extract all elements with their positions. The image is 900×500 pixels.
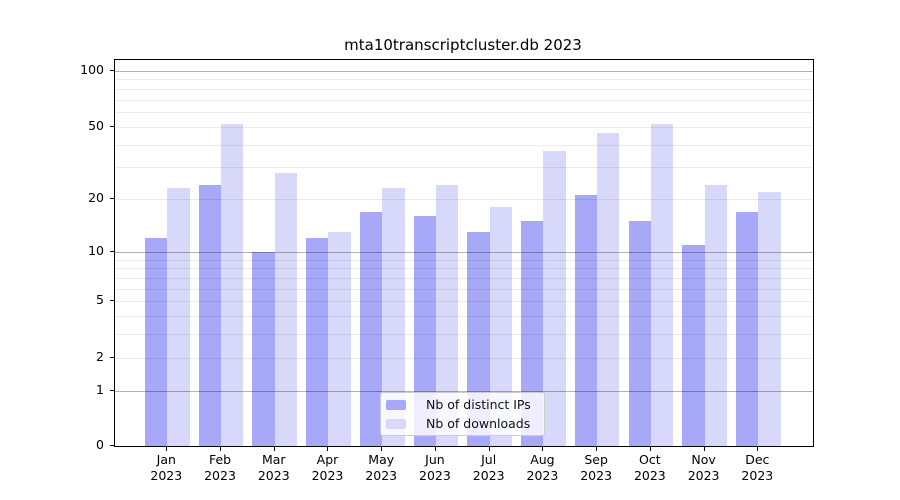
bar-ips-jan — [145, 238, 168, 446]
bar-downloads-aug — [543, 150, 566, 446]
gridline-80 — [115, 88, 813, 90]
x-tick-jul — [488, 446, 490, 451]
x-tick-label-oct: Oct 2023 — [633, 452, 666, 483]
bar-ips-mar — [252, 251, 275, 446]
legend-label-downloads: Nb of downloads — [426, 416, 531, 431]
bar-ips-oct — [628, 221, 651, 446]
bar-ips-aug — [521, 221, 544, 446]
bar-downloads-jun — [435, 184, 459, 446]
x-tick-label-jan: Jan 2023 — [150, 452, 183, 483]
x-tick-label-jun: Jun 2023 — [419, 452, 451, 483]
x-tick-apr — [327, 446, 329, 451]
x-tick-label-jul: Jul 2023 — [472, 452, 505, 483]
gridline-4 — [115, 316, 813, 318]
x-tick-dec — [757, 446, 759, 451]
gridline-60 — [115, 112, 813, 114]
x-tick-may — [381, 446, 383, 451]
gridline-90 — [115, 79, 813, 81]
bar-downloads-jul — [489, 207, 512, 446]
gridline-10 — [115, 251, 813, 253]
gridline-40 — [115, 144, 813, 146]
x-tick-label-sep: Sep 2023 — [580, 452, 613, 483]
y-tick-label-1: 1 — [96, 382, 104, 398]
x-tick-aug — [542, 446, 544, 451]
gridline-8 — [115, 268, 813, 270]
x-tick-jan — [166, 446, 168, 451]
bar-downloads-oct — [650, 123, 674, 446]
y-tick-50 — [110, 125, 115, 127]
gridline-2 — [115, 357, 813, 359]
y-tick-label-2: 2 — [96, 348, 104, 364]
y-tick-0 — [110, 445, 115, 446]
bar-downloads-feb — [221, 123, 244, 446]
bar-ips-may — [359, 211, 383, 446]
plot-area — [114, 59, 814, 447]
bar-downloads-nov — [704, 184, 727, 446]
y-tick-100 — [110, 69, 115, 71]
gridline-70 — [115, 99, 813, 101]
bar-downloads-dec — [758, 191, 781, 446]
bar-ips-feb — [198, 184, 222, 446]
y-tick-label-20: 20 — [88, 190, 104, 206]
gridline-20 — [115, 199, 813, 201]
x-tick-feb — [220, 446, 222, 451]
x-tick-label-apr: Apr 2023 — [311, 452, 344, 483]
y-tick-1 — [110, 390, 115, 392]
y-tick-label-0: 0 — [96, 437, 104, 452]
legend-item-distinct-ips: Nb of distinct IPs — [386, 397, 544, 412]
bar-downloads-may — [382, 188, 405, 446]
y-tick-label-100: 100 — [80, 61, 104, 77]
x-tick-mar — [273, 446, 275, 451]
y-tick-5 — [110, 300, 115, 302]
x-tick-nov — [703, 446, 705, 451]
gridline-50 — [115, 126, 813, 128]
bar-ips-dec — [736, 211, 759, 446]
gridline-100 — [115, 70, 813, 72]
y-tick-10 — [110, 250, 115, 252]
legend-item-downloads: Nb of downloads — [386, 416, 544, 431]
bar-ips-apr — [306, 238, 329, 446]
gridline-6 — [115, 288, 813, 290]
gridline-3 — [115, 334, 813, 336]
bar-ips-nov — [682, 244, 705, 446]
gridline-7 — [115, 277, 813, 279]
y-tick-2 — [110, 356, 115, 358]
y-tick-label-50: 50 — [88, 117, 104, 133]
gridline-30 — [115, 167, 813, 169]
x-tick-label-aug: Aug 2023 — [526, 452, 559, 483]
legend-swatch-distinct-ips — [386, 399, 406, 410]
x-tick-oct — [649, 446, 651, 451]
y-tick-label-10: 10 — [88, 242, 104, 258]
gridline-9 — [115, 259, 813, 261]
legend-swatch-downloads — [386, 418, 406, 429]
x-tick-label-mar: Mar 2023 — [257, 452, 290, 483]
y-tick-label-5: 5 — [96, 292, 104, 308]
bar-ips-sep — [574, 195, 598, 446]
x-tick-label-may: May 2023 — [365, 452, 398, 483]
bar-downloads-jan — [167, 188, 190, 446]
bar-downloads-sep — [597, 133, 620, 446]
x-tick-label-dec: Dec 2023 — [741, 452, 774, 483]
chart-title: mta10transcriptcluster.db 2023 — [344, 36, 582, 54]
gridline-5 — [115, 301, 813, 303]
y-tick-20 — [110, 198, 115, 200]
legend: Nb of distinct IPs Nb of downloads — [380, 392, 545, 436]
x-tick-jun — [434, 446, 436, 451]
bar-downloads-apr — [328, 232, 351, 446]
legend-label-distinct-ips: Nb of distinct IPs — [426, 397, 531, 412]
bar-downloads-mar — [274, 172, 298, 446]
x-tick-label-nov: Nov 2023 — [687, 452, 720, 483]
bar-ips-jun — [413, 216, 436, 446]
x-tick-label-feb: Feb 2023 — [204, 452, 236, 483]
x-tick-sep — [596, 446, 598, 451]
gridline-1 — [115, 391, 813, 393]
